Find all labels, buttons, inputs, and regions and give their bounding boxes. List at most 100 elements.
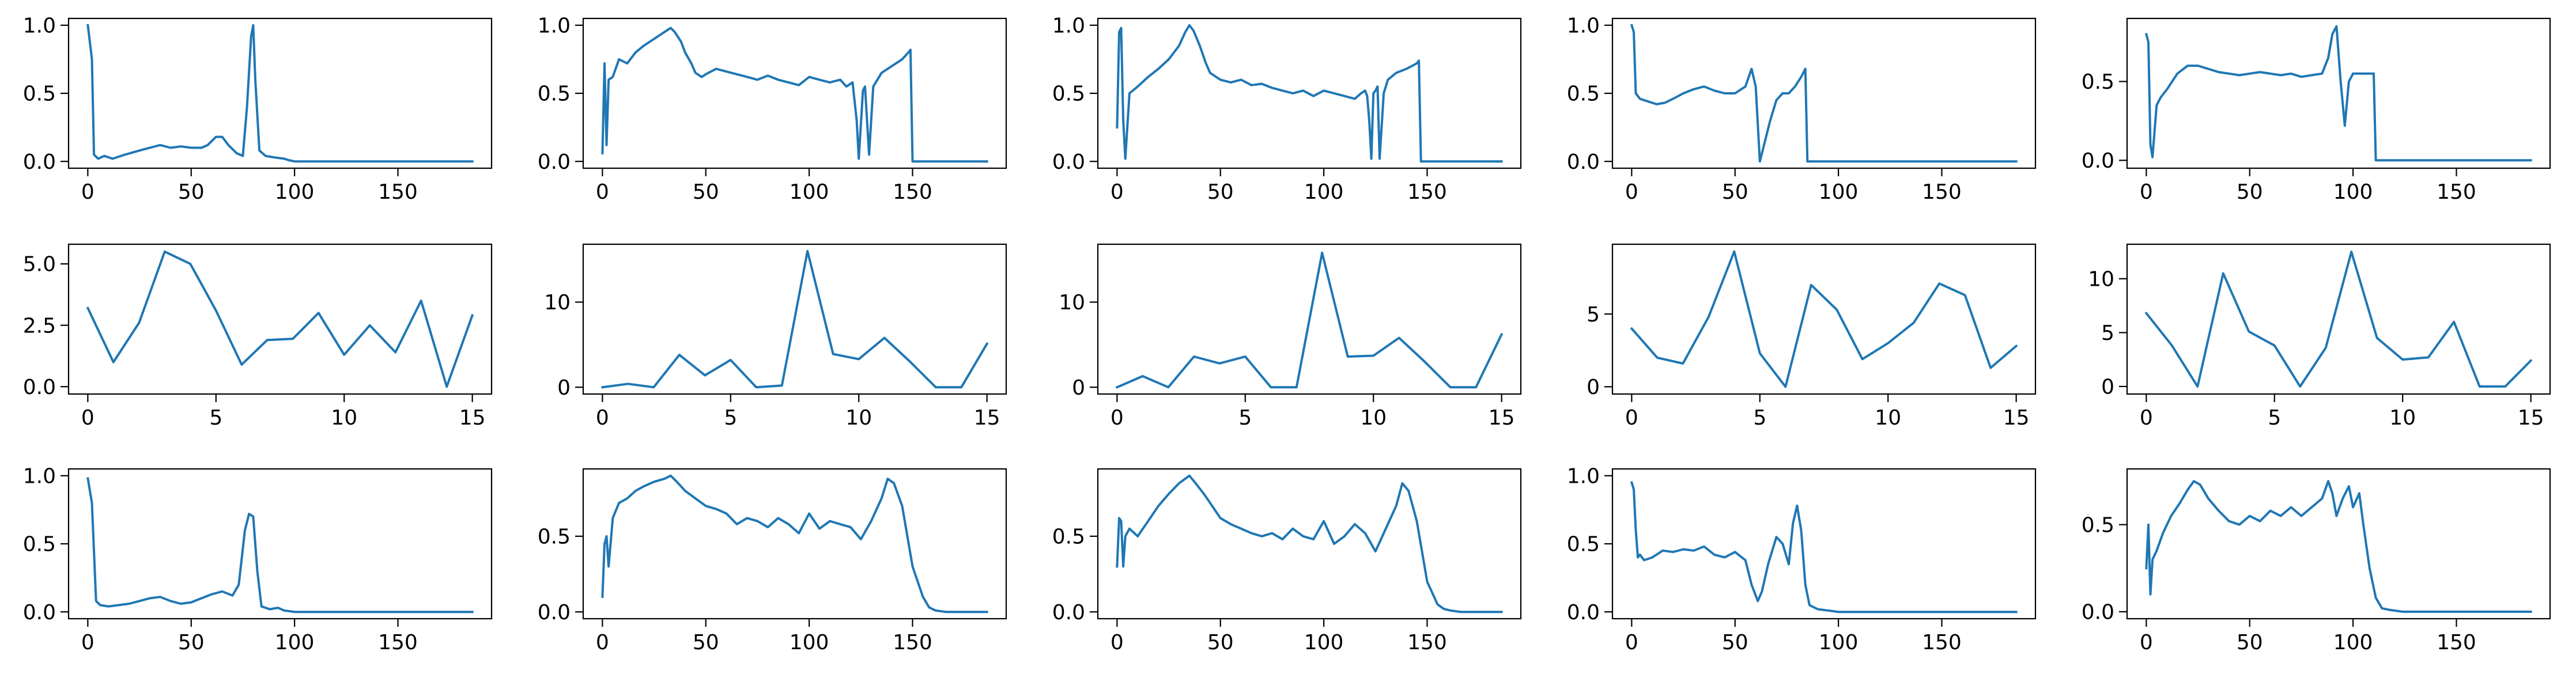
x-tick-label: 15 <box>2003 406 2030 430</box>
axes-frame <box>67 243 493 395</box>
axes-frame <box>67 468 493 620</box>
x-tick-label: 0 <box>1625 180 1638 204</box>
axes-frame <box>582 468 1007 620</box>
x-tick-label: 150 <box>1922 180 1962 204</box>
x-tick-label: 5 <box>1238 406 1252 430</box>
axes-frame <box>67 17 493 169</box>
series-line <box>2144 25 2532 162</box>
x-tick-label: 5 <box>209 406 222 430</box>
y-tick-label: 1.0 <box>538 14 571 37</box>
y-tick-label: 0.0 <box>538 150 571 174</box>
y-tick-label: 0.0 <box>1567 150 1600 174</box>
x-tick-label: 0 <box>81 406 95 430</box>
x-tick-label: 0 <box>1111 631 1124 654</box>
series-line <box>2144 251 2533 388</box>
y-tick-label: 0.0 <box>1052 601 1085 624</box>
subplot-r0-c1: 0 50 100 150 0.0 0.5 1.0 <box>538 14 1007 204</box>
y-tick-label: 0.0 <box>23 150 56 174</box>
x-tick-label: 50 <box>1722 631 1748 654</box>
axes-frame <box>2126 17 2551 169</box>
x-tick-label: 100 <box>275 180 315 204</box>
series-line <box>1630 24 2018 163</box>
y-tick-label: 0.5 <box>538 82 571 106</box>
subplot-r2-c0: 0 50 100 150 0.0 0.5 1.0 <box>23 464 493 654</box>
x-tick-label: 100 <box>275 631 315 654</box>
axes-frame <box>1097 468 1522 620</box>
y-tick-label: 5 <box>1587 303 1600 327</box>
series-line <box>1115 251 1504 389</box>
x-tick-label: 0 <box>2140 180 2153 204</box>
x-tick-label: 150 <box>378 180 418 204</box>
x-tick-label: 5 <box>724 406 737 430</box>
x-tick-label: 10 <box>1875 406 1901 430</box>
x-tick-label: 0 <box>1111 406 1124 430</box>
x-tick-label: 50 <box>1207 631 1234 654</box>
y-tick-label: 0.0 <box>23 376 56 399</box>
subplot-r1-c1: 0 5 10 15 0 10 <box>544 243 1007 430</box>
series-line <box>601 474 988 614</box>
y-tick-label: 0.0 <box>1052 150 1085 174</box>
x-tick-label: 50 <box>693 180 719 204</box>
series-line <box>2145 480 2532 613</box>
x-tick-label: 150 <box>1407 180 1447 204</box>
x-tick-label: 0 <box>596 631 609 654</box>
x-tick-label: 0 <box>1625 631 1638 654</box>
series-line <box>86 250 474 388</box>
x-tick-label: 50 <box>178 180 205 204</box>
y-tick-label: 0.5 <box>1567 82 1600 106</box>
y-tick-label: 1.0 <box>23 464 56 488</box>
x-tick-label: 150 <box>2437 180 2476 204</box>
x-tick-label: 150 <box>893 631 932 654</box>
subplot-r1-c2: 0 5 10 15 0 10 <box>1059 243 1522 430</box>
y-tick-label: 5 <box>2101 321 2114 345</box>
subplot-r2-c3: 0 50 100 150 0.0 0.5 1.0 <box>1567 464 2037 654</box>
x-tick-label: 150 <box>1922 631 1962 654</box>
x-tick-label: 50 <box>1207 180 1234 204</box>
subplot-r0-c0: 0 50 100 150 0.0 0.5 1.0 <box>23 14 493 204</box>
x-tick-label: 0 <box>1111 180 1124 204</box>
x-tick-label: 100 <box>1304 180 1344 204</box>
axes-frame <box>582 243 1007 395</box>
x-tick-label: 50 <box>178 631 205 654</box>
subplot-r0-c2: 0 50 100 150 0.0 0.5 1.0 <box>1052 14 1522 204</box>
y-tick-label: 0 <box>1072 376 1085 400</box>
subplot-r1-c3: 0 5 10 15 0 5 <box>1587 243 2037 430</box>
y-tick-label: 1.0 <box>23 14 56 37</box>
series-line <box>601 249 989 389</box>
series-line <box>1630 250 2018 388</box>
x-tick-label: 10 <box>2389 406 2416 430</box>
x-tick-label: 15 <box>1489 406 1515 430</box>
y-tick-label: 5.0 <box>23 253 56 277</box>
x-tick-label: 150 <box>1407 631 1447 654</box>
y-tick-label: 0.0 <box>2082 601 2114 624</box>
x-tick-label: 150 <box>2437 631 2476 654</box>
axes-frame <box>1611 17 2037 169</box>
x-tick-label: 15 <box>459 406 486 430</box>
x-tick-label: 0 <box>81 180 95 204</box>
x-tick-label: 5 <box>2268 406 2281 430</box>
y-tick-label: 2.5 <box>23 314 56 338</box>
y-tick-label: 0.0 <box>2082 149 2114 173</box>
y-tick-label: 1.0 <box>1052 14 1085 37</box>
y-tick-label: 1.0 <box>1567 464 1600 488</box>
axes-frame <box>2126 243 2551 395</box>
y-tick-label: 0.0 <box>538 601 571 624</box>
y-tick-label: 10 <box>1059 291 1085 315</box>
axes-frame <box>1611 468 2037 620</box>
x-tick-label: 150 <box>378 631 418 654</box>
x-tick-label: 100 <box>2333 631 2373 654</box>
x-tick-label: 15 <box>2518 406 2544 430</box>
x-tick-label: 0 <box>596 406 609 430</box>
y-tick-label: 0.5 <box>2082 70 2114 94</box>
y-tick-label: 0.5 <box>1052 82 1085 106</box>
x-tick-label: 0 <box>1625 406 1638 430</box>
x-tick-label: 50 <box>2237 180 2263 204</box>
x-tick-label: 10 <box>1360 406 1387 430</box>
series-line <box>86 24 474 163</box>
x-tick-label: 100 <box>1304 631 1344 654</box>
y-tick-label: 0 <box>557 376 571 400</box>
y-tick-label: 0.0 <box>23 601 56 624</box>
subplot-r1-c4: 0 5 10 15 0 5 10 <box>2088 243 2551 430</box>
series-line <box>1116 474 1503 614</box>
